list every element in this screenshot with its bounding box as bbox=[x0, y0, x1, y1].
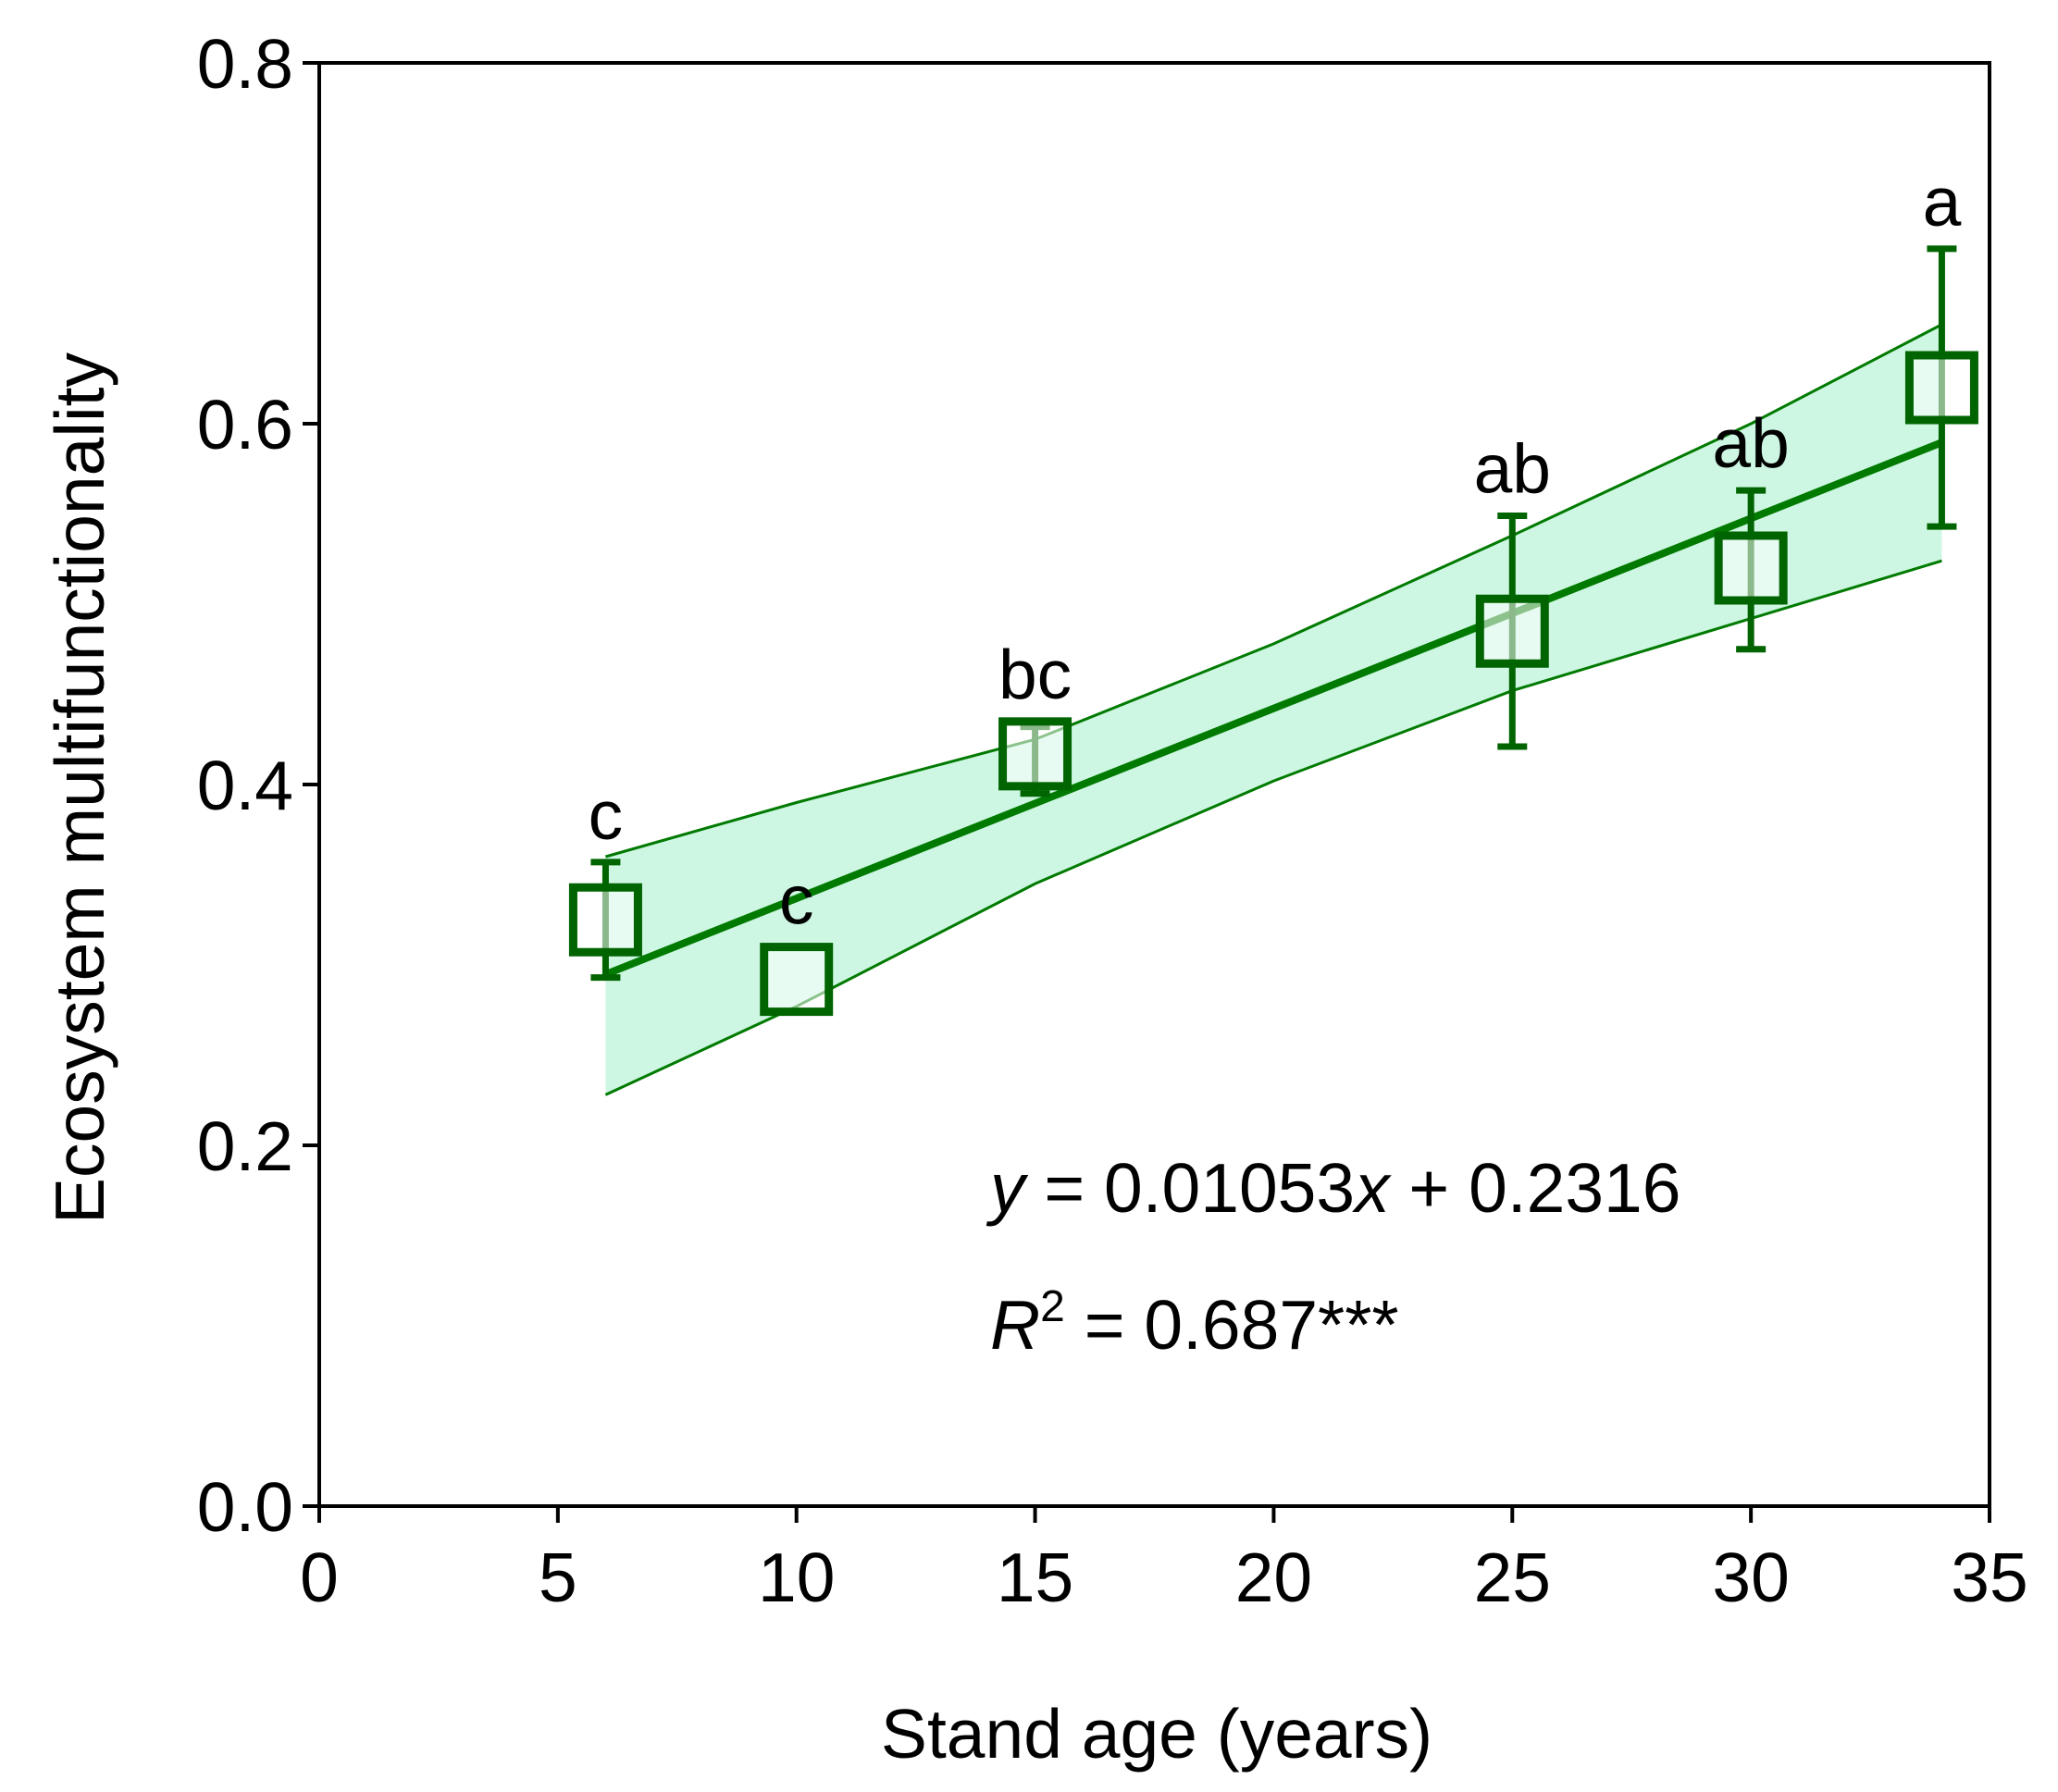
y-tick-label: 0.0 bbox=[197, 1468, 293, 1546]
x-tick-label: 35 bbox=[1951, 1539, 2027, 1616]
x-tick-label: 20 bbox=[1235, 1539, 1312, 1616]
data-point-marker bbox=[1714, 531, 1788, 605]
x-tick-label: 0 bbox=[300, 1539, 339, 1616]
r-squared-value: = 0.687*** bbox=[1065, 1286, 1399, 1364]
data-point-marker bbox=[998, 717, 1072, 791]
equation-intercept: + 0.2316 bbox=[1390, 1149, 1681, 1227]
x-tick-label: 5 bbox=[539, 1539, 577, 1616]
regression-equation: y = 0.01053x + 0.2316 bbox=[986, 1149, 1680, 1227]
r-squared-superscript: 2 bbox=[1040, 1282, 1065, 1331]
data-point-marker bbox=[760, 943, 834, 1017]
y-tick-label: 0.6 bbox=[197, 386, 293, 463]
significance-letter: ab bbox=[1474, 429, 1551, 507]
data-point-marker bbox=[1904, 351, 1978, 425]
significance-letter: bc bbox=[998, 636, 1072, 713]
x-axis-label: Stand age (years) bbox=[881, 1695, 1432, 1773]
axes-layer: 0 5 10 15 20 25 30 35 0.0 0.2 0.4 0.6 0.8 bbox=[197, 25, 2028, 1616]
y-tick-label: 0.2 bbox=[197, 1107, 293, 1185]
significance-letter: c bbox=[589, 776, 624, 854]
x-tick-label: 15 bbox=[997, 1539, 1073, 1616]
significance-letter: a bbox=[1923, 163, 1962, 241]
r-squared: R2 = 0.687*** bbox=[990, 1282, 1399, 1364]
equation-coefficient: = 0.01053 bbox=[1025, 1149, 1356, 1227]
data-point-marker bbox=[568, 883, 642, 957]
x-tick-label: 25 bbox=[1474, 1539, 1551, 1616]
data-point-marker bbox=[1475, 594, 1549, 668]
y-tick-label: 0.8 bbox=[197, 25, 293, 103]
significance-letter: ab bbox=[1712, 404, 1789, 482]
confidence-band-upper bbox=[605, 323, 1943, 859]
regression-line bbox=[603, 439, 1943, 978]
regression-line-layer bbox=[603, 439, 1943, 978]
y-axis-label: Ecosystem multifunctionality bbox=[41, 352, 118, 1225]
data-points-layer: c c bc ab ab a bbox=[568, 163, 1978, 1017]
equation-y-var: y bbox=[986, 1149, 1029, 1227]
r-squared-var: R bbox=[990, 1286, 1040, 1364]
significance-letter: c bbox=[779, 861, 814, 939]
x-tick-label: 10 bbox=[758, 1539, 835, 1616]
y-tick-label: 0.4 bbox=[197, 747, 293, 824]
equation-x-var: x bbox=[1352, 1149, 1392, 1227]
x-tick-label: 30 bbox=[1712, 1539, 1789, 1616]
